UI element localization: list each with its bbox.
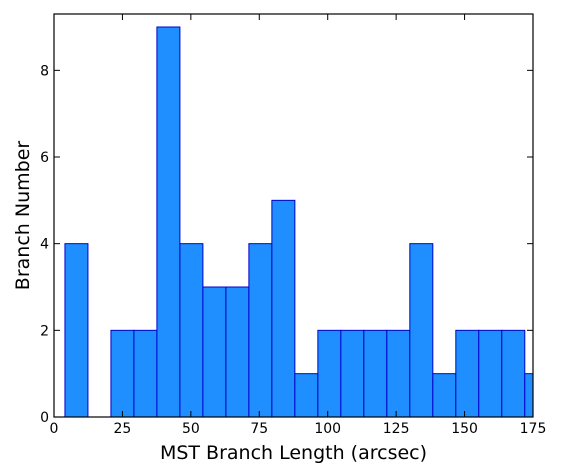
histogram-bars [64,26,533,417]
x-tick-label: 0 [50,421,59,437]
histogram-bar-3 [133,329,158,417]
y-tick-label: 4 [40,237,49,253]
histogram-bar-14 [386,329,411,417]
axis-ticks: 0 25 50 75 100 125 150 175 0 2 4 6 8 [40,14,546,437]
x-tick-label: 75 [250,421,268,437]
x-tick-label: 125 [383,421,410,437]
x-tick-label: 175 [520,421,547,437]
histogram-bar-15 [409,243,434,417]
y-tick-label: 0 [40,410,49,426]
histogram-bar-10 [294,373,319,417]
histogram-bar-13 [363,329,388,417]
histogram-bar-12 [340,329,365,417]
plot-frame [53,13,534,418]
histogram-bar-20 [524,373,533,417]
histogram-bar-9 [271,199,296,417]
histogram-bar-17 [455,329,480,417]
histogram-bar-8 [248,243,273,417]
histogram-bar-19 [501,329,526,417]
histogram-bar-6 [202,286,227,417]
histogram-bar-7 [225,286,250,417]
histogram-bar-11 [317,329,342,417]
x-tick-label: 150 [451,421,478,437]
y-tick-label: 8 [40,63,49,79]
histogram-bar-18 [478,329,503,417]
y-tick-label: 2 [40,323,49,339]
x-tick-label: 25 [114,421,132,437]
histogram-bar-4 [156,26,181,417]
x-axis-title: MST Branch Length (arcsec) [160,442,427,464]
histogram-bar-5 [179,243,204,417]
histogram-bar-0 [64,243,89,417]
y-tick-label: 6 [40,150,49,166]
y-axis-title: Branch Number [12,141,34,291]
histogram-bar-16 [432,373,457,417]
x-tick-label: 100 [314,421,341,437]
histogram-bar-2 [110,329,135,417]
x-tick-label: 50 [182,421,200,437]
